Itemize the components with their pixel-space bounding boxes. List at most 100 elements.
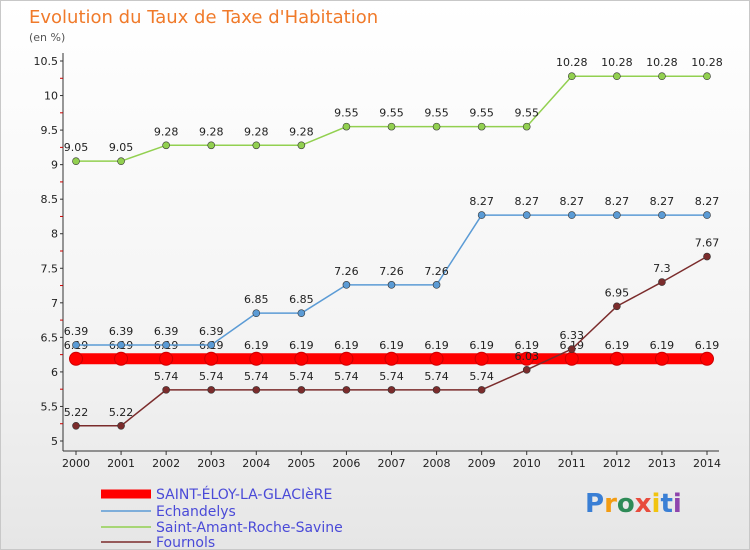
legend-label: Saint-Amant-Roche-Savine [156, 520, 343, 536]
data-label: 5.22 [109, 406, 134, 419]
data-point [658, 72, 666, 80]
data-point [114, 351, 129, 366]
data-point [474, 351, 489, 366]
data-point [609, 351, 624, 366]
data-label: 10.28 [691, 56, 723, 69]
data-point [342, 122, 351, 131]
data-point [117, 341, 125, 349]
x-tick-label: 2006 [332, 457, 360, 470]
data-label: 6.33 [560, 329, 585, 342]
data-point [387, 122, 396, 131]
data-point [207, 141, 216, 150]
data-point [72, 341, 80, 349]
x-tick-label: 2001 [107, 457, 135, 470]
data-point [613, 211, 621, 219]
data-point [703, 252, 711, 261]
data-label: 5.74 [424, 370, 449, 383]
data-point [432, 386, 441, 394]
data-label: 10.28 [556, 56, 588, 69]
x-tick-label: 2003 [197, 457, 225, 470]
data-label: 6.19 [289, 339, 314, 352]
data-point [252, 141, 261, 150]
proxiti-logo: Proxiti [585, 489, 682, 519]
data-label: 5.74 [199, 370, 224, 383]
legend-label: SAINT-ÉLOY-LA-GLACIèRE [156, 486, 332, 503]
data-label: 9.55 [379, 107, 404, 120]
data-label: 9.28 [199, 125, 224, 138]
data-label: 7.26 [424, 265, 449, 278]
data-point [519, 351, 534, 366]
data-point [342, 386, 351, 394]
data-label: 6.19 [560, 339, 585, 352]
data-point [564, 351, 579, 366]
x-tick-label: 2009 [468, 457, 496, 470]
data-point [567, 72, 576, 80]
data-label: 10.28 [601, 56, 633, 69]
x-tick-label: 2014 [693, 457, 721, 470]
data-label: 5.74 [334, 370, 359, 383]
data-label: 6.19 [514, 339, 539, 352]
data-point [613, 302, 621, 311]
y-tick-label: 5 [51, 435, 58, 448]
data-point [658, 278, 666, 286]
data-label: 6.19 [424, 339, 449, 352]
data-label: 6.19 [334, 339, 359, 352]
data-label: 6.85 [244, 293, 269, 306]
y-tick-label: 8 [51, 228, 58, 241]
data-point [207, 386, 216, 394]
data-label: 6.95 [605, 286, 630, 299]
data-label: 6.19 [469, 339, 494, 352]
data-point [162, 386, 170, 394]
x-tick-label: 2005 [287, 457, 315, 470]
x-tick-label: 2011 [558, 457, 586, 470]
data-point [339, 351, 354, 366]
data-point [162, 141, 170, 150]
x-tick-label: 2010 [513, 457, 541, 470]
data-point [432, 281, 441, 289]
data-point [700, 351, 714, 366]
data-label: 6.19 [379, 339, 404, 352]
y-tick-label: 5.5 [41, 400, 59, 413]
data-point [477, 386, 486, 394]
y-tick-label: 6.5 [41, 331, 59, 344]
data-point [204, 351, 219, 366]
data-point [297, 386, 306, 394]
x-tick-label: 2004 [242, 457, 270, 470]
data-label: 5.22 [64, 406, 89, 419]
data-point [522, 211, 531, 219]
data-point [162, 341, 170, 349]
data-point [294, 351, 309, 366]
data-label: 8.27 [560, 195, 585, 208]
data-label: 6.03 [514, 350, 539, 363]
data-point [522, 122, 531, 131]
data-label: 5.74 [379, 370, 404, 383]
data-point [613, 72, 621, 80]
data-label: 8.27 [605, 195, 630, 208]
legend-label: Echandelys [156, 504, 236, 520]
data-label: 9.28 [289, 125, 314, 138]
data-point [658, 211, 666, 219]
data-label: 9.55 [424, 107, 449, 120]
y-tick-label: 7.5 [41, 262, 59, 275]
data-point [159, 351, 174, 366]
data-label: 8.27 [695, 195, 720, 208]
data-label: 6.39 [64, 325, 89, 338]
data-point [384, 351, 399, 366]
data-point [477, 211, 486, 219]
data-point [567, 211, 576, 219]
chart-title: Evolution du Taux de Taxe d'Habitation [29, 7, 379, 28]
x-tick-label: 2002 [152, 457, 180, 470]
data-label: 6.39 [154, 325, 179, 338]
data-label: 9.05 [64, 141, 89, 154]
data-label: 7.3 [653, 262, 671, 275]
y-tick-label: 6 [51, 366, 58, 379]
data-point [252, 386, 261, 394]
y-tick-label: 7 [51, 297, 58, 310]
data-label: 5.74 [469, 370, 494, 383]
data-label: 9.28 [244, 125, 269, 138]
data-label: 8.27 [650, 195, 675, 208]
x-tick-label: 2008 [423, 457, 451, 470]
data-point [342, 281, 351, 289]
data-label: 6.19 [650, 339, 675, 352]
data-point [567, 345, 576, 353]
